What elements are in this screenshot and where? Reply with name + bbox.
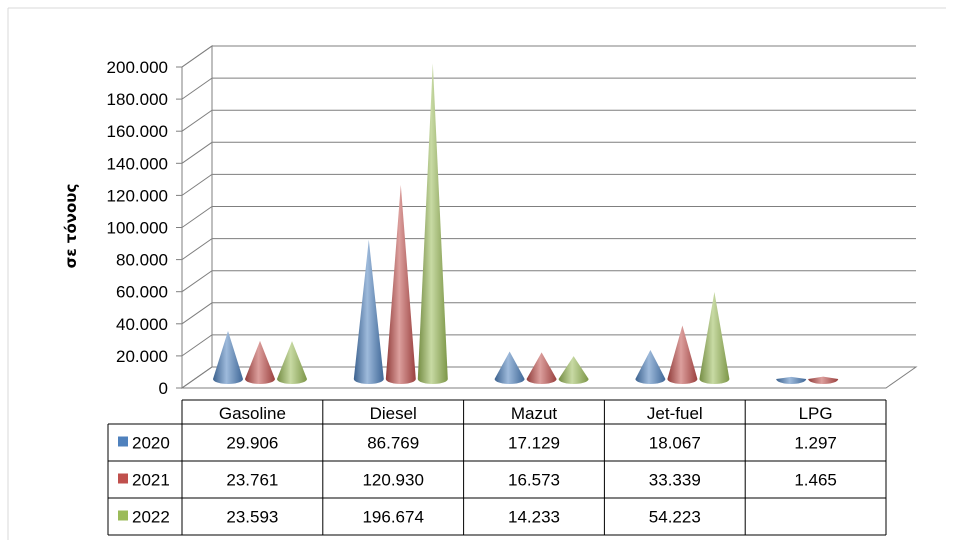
legend-swatch-2020 [118, 436, 128, 447]
gridline [181, 109, 916, 132]
cone-mark [213, 331, 243, 384]
cone-2021-jet-fuel [667, 325, 698, 384]
category-label: Diesel [370, 404, 417, 423]
gridline [181, 77, 916, 100]
gridline [181, 45, 916, 68]
cone-2020-jet-fuel [635, 350, 666, 384]
chart-walls [180, 45, 918, 389]
cone-mark [558, 356, 589, 384]
cone-mark [526, 352, 557, 384]
cone-mark [494, 351, 525, 384]
y-tick-label: 200.000 [107, 58, 168, 77]
data-cell: 1.465 [794, 471, 837, 490]
data-cell: 14.233 [508, 508, 560, 527]
legend-swatch-2021 [118, 473, 128, 484]
y-axis-label: σε τόνους [62, 184, 80, 269]
cone-2021-gasoline [245, 340, 275, 384]
y-tick-label: 160.000 [107, 122, 168, 141]
chart-gridlines [181, 45, 916, 389]
cone-2021-diesel [385, 184, 416, 384]
cone-mark [385, 184, 416, 384]
gridline [181, 270, 916, 293]
gridline [181, 238, 916, 261]
y-tick-label: 60.000 [116, 283, 168, 302]
cone-2020-gasoline [213, 331, 243, 384]
data-cell: 196.674 [362, 508, 423, 527]
data-cell: 33.339 [649, 471, 701, 490]
data-cell: 1.297 [794, 434, 837, 453]
y-tick-label: 40.000 [116, 315, 168, 334]
cone-mark [353, 239, 384, 384]
category-label: Mazut [511, 404, 558, 423]
y-axis-ticks: 0 20.000 40.000 60.000 80.000 100.000 120.000 1… [107, 58, 183, 398]
category-label: Gasoline [219, 404, 286, 423]
data-cell: 120.930 [362, 471, 423, 490]
data-cell: 29.906 [226, 434, 278, 453]
data-cell: 23.761 [226, 471, 278, 490]
cone-2021-mazut [526, 352, 557, 384]
data-cell: 18.067 [649, 434, 701, 453]
cone-mark [635, 350, 666, 384]
y-tick-label: 20.000 [116, 347, 168, 366]
cone-mark [277, 341, 307, 384]
y-tick-label: 100.000 [107, 219, 168, 238]
y-tick-label: 180.000 [107, 90, 168, 109]
gridline [181, 141, 916, 164]
cone-2020-mazut [494, 351, 525, 384]
chart-cones [213, 63, 839, 385]
cone-mark [667, 325, 698, 384]
legend-swatch-2022 [118, 510, 128, 521]
legend-label: 2022 [132, 508, 170, 527]
cone-mark [776, 376, 807, 384]
cone-2020-diesel [353, 239, 384, 384]
category-label: LPG [799, 404, 833, 423]
cone-2022-gasoline [277, 341, 307, 384]
data-table: Gasoline Diesel Mazut Jet-fuel LPG 2020 29.906… [107, 399, 887, 536]
cone-mark [699, 291, 730, 384]
data-cell: 16.573 [508, 471, 560, 490]
gridline [181, 206, 916, 228]
data-cell: 17.129 [508, 434, 560, 453]
cone-2022-jet-fuel [699, 291, 730, 384]
cone-2021-lpg [808, 376, 839, 384]
y-tick-label: 0 [159, 379, 168, 398]
y-tick-label: 80.000 [116, 251, 168, 270]
cone-2020-lpg [776, 376, 807, 384]
cone-2022-mazut [558, 356, 589, 384]
gridline [181, 173, 916, 196]
data-cell: 54.223 [649, 508, 701, 527]
cone-mark [417, 63, 448, 385]
y-tick-label: 140.000 [107, 154, 168, 173]
data-cell: 86.769 [367, 434, 419, 453]
cone-mark [245, 340, 275, 384]
category-label: Jet-fuel [647, 404, 703, 423]
data-cell: 23.593 [226, 508, 278, 527]
legend-label: 2020 [132, 434, 170, 453]
cone-mark [808, 376, 839, 384]
gridline [181, 302, 916, 325]
y-tick-label: 120.000 [107, 186, 168, 205]
cone-2022-diesel [417, 63, 448, 385]
legend-label: 2021 [132, 471, 170, 490]
